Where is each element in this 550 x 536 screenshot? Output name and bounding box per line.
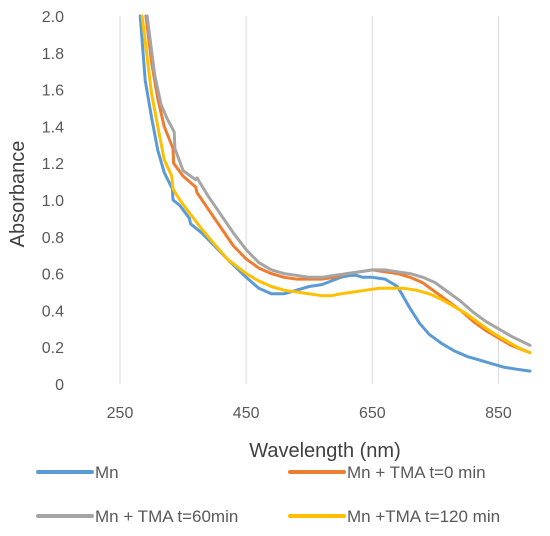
y-tick-label: 0.6 <box>42 267 64 284</box>
legend-label-2: Mn + TMA t=0 min <box>347 463 486 482</box>
series-line-1 <box>138 14 532 373</box>
y-tick-label: 2.0 <box>42 9 64 26</box>
y-tick-label: 0.8 <box>42 230 64 247</box>
x-tick-label: 450 <box>233 405 260 422</box>
y-tick-label: 1.0 <box>42 193 64 210</box>
series-line-3 <box>145 14 532 347</box>
y-tick-label: 1.2 <box>42 156 64 173</box>
legend-label-1: Mn <box>95 463 119 482</box>
y-tick-labels: 0 0.2 0.4 0.6 0.8 1.0 1.2 1.4 1.6 1.8 2.0 <box>42 9 64 394</box>
vertical-gridlines <box>119 16 499 384</box>
legend-label-3: Mn + TMA t=60min <box>95 507 238 526</box>
y-tick-label: 0 <box>55 377 64 394</box>
y-tick-label: 1.8 <box>42 46 64 63</box>
series-lines <box>138 14 532 373</box>
x-axis-title: Wavelength (nm) <box>249 440 401 462</box>
chart-legend: Mn Mn + TMA t=0 min Mn + TMA t=60min Mn +TM… <box>36 463 500 526</box>
y-tick-label: 1.4 <box>42 119 64 136</box>
x-tick-label: 650 <box>359 405 386 422</box>
legend-label-4: Mn +TMA t=120 min <box>347 507 500 526</box>
y-tick-label: 0.4 <box>42 303 64 320</box>
series-line-4 <box>140 14 532 355</box>
x-tick-label: 250 <box>107 405 134 422</box>
x-tick-labels: 250 450 650 850 <box>107 405 512 422</box>
y-tick-label: 1.6 <box>42 83 64 100</box>
y-axis-title: Absorbance <box>7 141 29 248</box>
series-line-2 <box>144 14 532 355</box>
y-tick-label: 0.2 <box>42 340 64 357</box>
x-tick-label: 850 <box>485 405 512 422</box>
